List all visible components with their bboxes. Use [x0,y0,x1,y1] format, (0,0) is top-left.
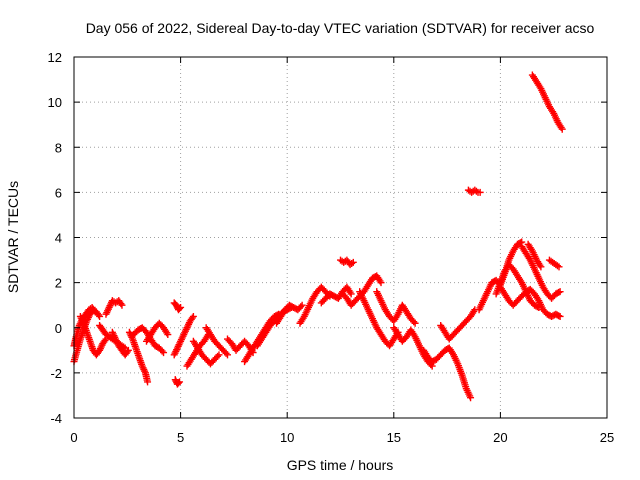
data-point [377,279,385,287]
data-point-interp [123,348,131,356]
series-31 [492,261,543,311]
series-14 [189,337,223,368]
data-point [349,258,357,266]
data-point [476,188,484,196]
data-point [215,351,223,359]
data-point-interp [516,239,524,247]
series-9 [142,319,172,345]
data-point [189,312,197,320]
x-tick-label: 15 [387,430,401,445]
series-29 [464,186,484,196]
series-26 [390,324,436,370]
data-point [558,125,566,133]
series-22 [337,256,357,269]
grid [74,57,607,418]
x-tick-label: 20 [493,430,507,445]
chart-title: Day 056 of 2022, Sidereal Day-to-day VTE… [86,20,595,36]
data-point [96,312,104,320]
series-3 [76,312,110,359]
data-point-interp [174,379,182,387]
x-tick-label: 25 [600,430,614,445]
data-point-interp [117,300,125,308]
series-18 [253,303,295,350]
data-point-interp [222,349,230,357]
data-point [537,263,545,271]
x-tick-label: 0 [70,430,77,445]
series-4 [102,297,126,318]
series-15 [202,324,232,359]
data-point-interp [101,337,109,345]
x-axis-label: GPS time / hours [287,457,394,473]
data-point [118,301,126,309]
data-point-interp [214,352,222,360]
y-tick-label: 10 [48,95,62,110]
data-point [467,394,475,402]
series-10 [170,299,185,314]
tick-labels: 0 5 10 15 20 25 -4 -2 0 2 4 6 8 10 12 [48,50,615,445]
series-33 [518,243,564,302]
data-point-interp [176,305,184,313]
data-point-interp [348,259,356,267]
plot-frame [73,56,608,419]
data-point [555,263,563,271]
data-point-interp [472,187,480,195]
data-points [70,71,566,402]
data-point [411,319,419,327]
series-36 [528,71,566,133]
axis-ticks [73,56,608,419]
data-point-interp [158,347,166,355]
series-25 [373,288,419,327]
data-point [224,351,232,359]
series-28 [437,306,479,343]
y-tick-label: 2 [55,276,62,291]
series-11 [171,376,184,388]
y-tick-label: 0 [55,321,62,336]
series-6 [108,328,132,359]
data-point [144,378,152,386]
data-point [176,378,184,386]
series-32 [496,283,564,320]
data-point [556,288,564,296]
series-12 [170,312,197,359]
data-point-interp [410,318,418,326]
series-19 [273,301,306,327]
data-point [160,349,168,357]
data-point [124,346,132,354]
data-point [347,290,355,298]
data-point [556,312,564,320]
y-tick-label: -4 [50,411,62,426]
y-tick-label: -2 [50,366,62,381]
data-point-interp [553,262,561,270]
series-35 [545,256,563,271]
data-point [177,303,185,311]
series-27 [420,344,475,402]
y-axis-label: SDTVAR / TECUs [5,181,21,293]
data-point-interp [555,288,563,296]
series-34 [524,240,545,271]
series-23 [339,272,385,309]
data-point-interp [297,303,305,311]
x-tick-label: 5 [177,430,184,445]
y-tick-label: 8 [55,140,62,155]
y-tick-label: 12 [48,50,62,65]
data-point [91,308,99,316]
data-point-interp [90,306,98,314]
data-point [298,301,306,309]
data-point [164,331,172,339]
y-tick-label: 4 [55,231,62,246]
data-point-interp [188,314,196,322]
y-tick-label: 6 [55,185,62,200]
series-7 [125,328,152,386]
data-point-interp [555,312,563,320]
x-tick-label: 10 [280,430,294,445]
